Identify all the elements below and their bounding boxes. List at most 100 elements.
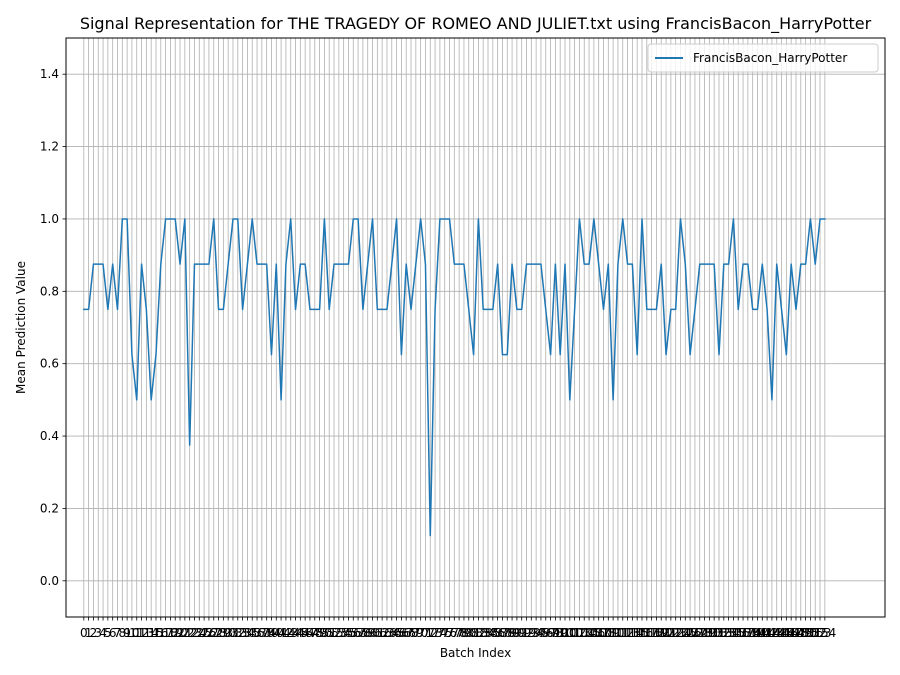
x-tick-label: 12	[134, 626, 149, 640]
x-tick-label: 57	[350, 626, 365, 640]
x-tick-label: 97	[543, 626, 558, 640]
x-tick-label: 19	[168, 626, 183, 640]
x-tick-label: 71	[418, 626, 433, 640]
x-tick-label: 55	[341, 626, 356, 640]
x-tick-label: 18	[163, 626, 178, 640]
x-tick-label: 108	[592, 626, 615, 640]
x-tick-label: 112	[611, 626, 634, 640]
x-tick-label: 90	[509, 626, 524, 640]
y-tick-label: 1.4	[40, 67, 59, 81]
x-tick-label: 79	[456, 626, 471, 640]
x-tick-label: 52	[326, 626, 341, 640]
legend: FrancisBacon_HarryPotter	[647, 43, 879, 73]
x-tick-label: 17	[158, 626, 173, 640]
x-tick-label: 8	[118, 626, 126, 640]
x-tick-label: 95	[533, 626, 548, 640]
x-tick-label: 116	[631, 626, 654, 640]
legend-box	[647, 43, 879, 73]
x-tick-label: 114	[621, 626, 644, 640]
x-tick-label: 77	[447, 626, 462, 640]
x-tick-label: 80	[461, 626, 476, 640]
x-tick-label: 2	[90, 626, 98, 640]
x-tick-label: 136	[727, 626, 750, 640]
x-tick-label: 148	[785, 626, 808, 640]
x-tick-label: 106	[582, 626, 605, 640]
y-tick-label: 0.0	[40, 574, 59, 588]
x-tick-label: 126	[679, 626, 702, 640]
x-tick-label: 138	[736, 626, 759, 640]
x-tick-label: 87	[495, 626, 510, 640]
x-tick-label: 145	[770, 626, 793, 640]
x-tick-label: 37	[254, 626, 269, 640]
x-tick-label: 110	[602, 626, 625, 640]
plot-frame	[65, 37, 886, 618]
x-tick-label: 6	[109, 626, 117, 640]
x-tick-label: 45	[293, 626, 308, 640]
x-tick-label: 135	[722, 626, 745, 640]
x-tick-label: 50	[317, 626, 332, 640]
x-tick-label: 35	[245, 626, 260, 640]
x-tick-label: 149	[789, 626, 812, 640]
x-tick-label: 103	[568, 626, 591, 640]
x-tick-label: 152	[804, 626, 827, 640]
x-tick-label: 34	[240, 626, 255, 640]
x-tick-label: 33	[235, 626, 250, 640]
x-tick-label: 7	[114, 626, 122, 640]
x-tick-label: 115	[626, 626, 649, 640]
x-tick-label: 121	[655, 626, 678, 640]
x-tick-label: 94	[528, 626, 543, 640]
series-line	[83, 218, 826, 537]
x-tick-label: 46	[298, 626, 313, 640]
x-tick-label: 25	[196, 626, 211, 640]
x-tick-label: 26	[201, 626, 216, 640]
x-tick-label: 150	[794, 626, 817, 640]
x-tick-label: 146	[775, 626, 798, 640]
x-tick-label: 58	[355, 626, 370, 640]
y-tick-label: 1.2	[40, 140, 59, 154]
x-tick-label: 3	[94, 626, 102, 640]
x-tick-label: 84	[480, 626, 495, 640]
x-tick-label: 48	[307, 626, 322, 640]
x-tick-label: 117	[635, 626, 658, 640]
x-tick-label: 59	[360, 626, 375, 640]
x-tick-label: 154	[813, 626, 836, 640]
x-tick-label: 4	[99, 626, 107, 640]
y-tick-label: 0.4	[40, 429, 59, 443]
x-tick-label: 139	[741, 626, 764, 640]
x-tick-label: 92	[519, 626, 534, 640]
x-tick-label: 38	[259, 626, 274, 640]
x-tick-label: 93	[524, 626, 539, 640]
x-tick-label: 14	[144, 626, 159, 640]
x-tick-label: 24	[192, 626, 207, 640]
x-tick-label: 82	[471, 626, 486, 640]
y-axis-label: Mean Prediction Value	[14, 261, 28, 394]
x-tick-label: 63	[379, 626, 394, 640]
x-tick-label: 147	[780, 626, 803, 640]
x-tick-label: 67	[399, 626, 414, 640]
x-tick-label: 129	[693, 626, 716, 640]
x-axis-ticks: 0123456789101112131415161718192021222324…	[80, 617, 836, 640]
x-tick-label: 42	[278, 626, 293, 640]
x-tick-label: 49	[312, 626, 327, 640]
x-tick-label: 109	[597, 626, 620, 640]
x-tick-label: 118	[640, 626, 663, 640]
x-tick-label: 9	[123, 626, 131, 640]
y-tick-label: 0.2	[40, 501, 59, 515]
x-tick-label: 39	[264, 626, 279, 640]
series-layer	[83, 218, 826, 537]
x-tick-label: 32	[230, 626, 245, 640]
x-tick-label: 98	[548, 626, 563, 640]
x-tick-label: 144	[765, 626, 788, 640]
y-axis-ticks: 0.0 0.2 0.4 0.6 0.8 1.0 1.2 1.4	[40, 67, 66, 588]
x-tick-label: 10	[124, 626, 139, 640]
x-tick-label: 61	[370, 626, 385, 640]
x-axis-label: Batch Index	[440, 646, 511, 660]
x-tick-label: 0	[80, 626, 88, 640]
x-tick-label: 70	[413, 626, 428, 640]
x-tick-label: 127	[683, 626, 706, 640]
x-tick-label: 30	[221, 626, 236, 640]
x-tick-label: 43	[283, 626, 298, 640]
x-tick-label: 41	[273, 626, 288, 640]
x-tick-label: 28	[211, 626, 226, 640]
